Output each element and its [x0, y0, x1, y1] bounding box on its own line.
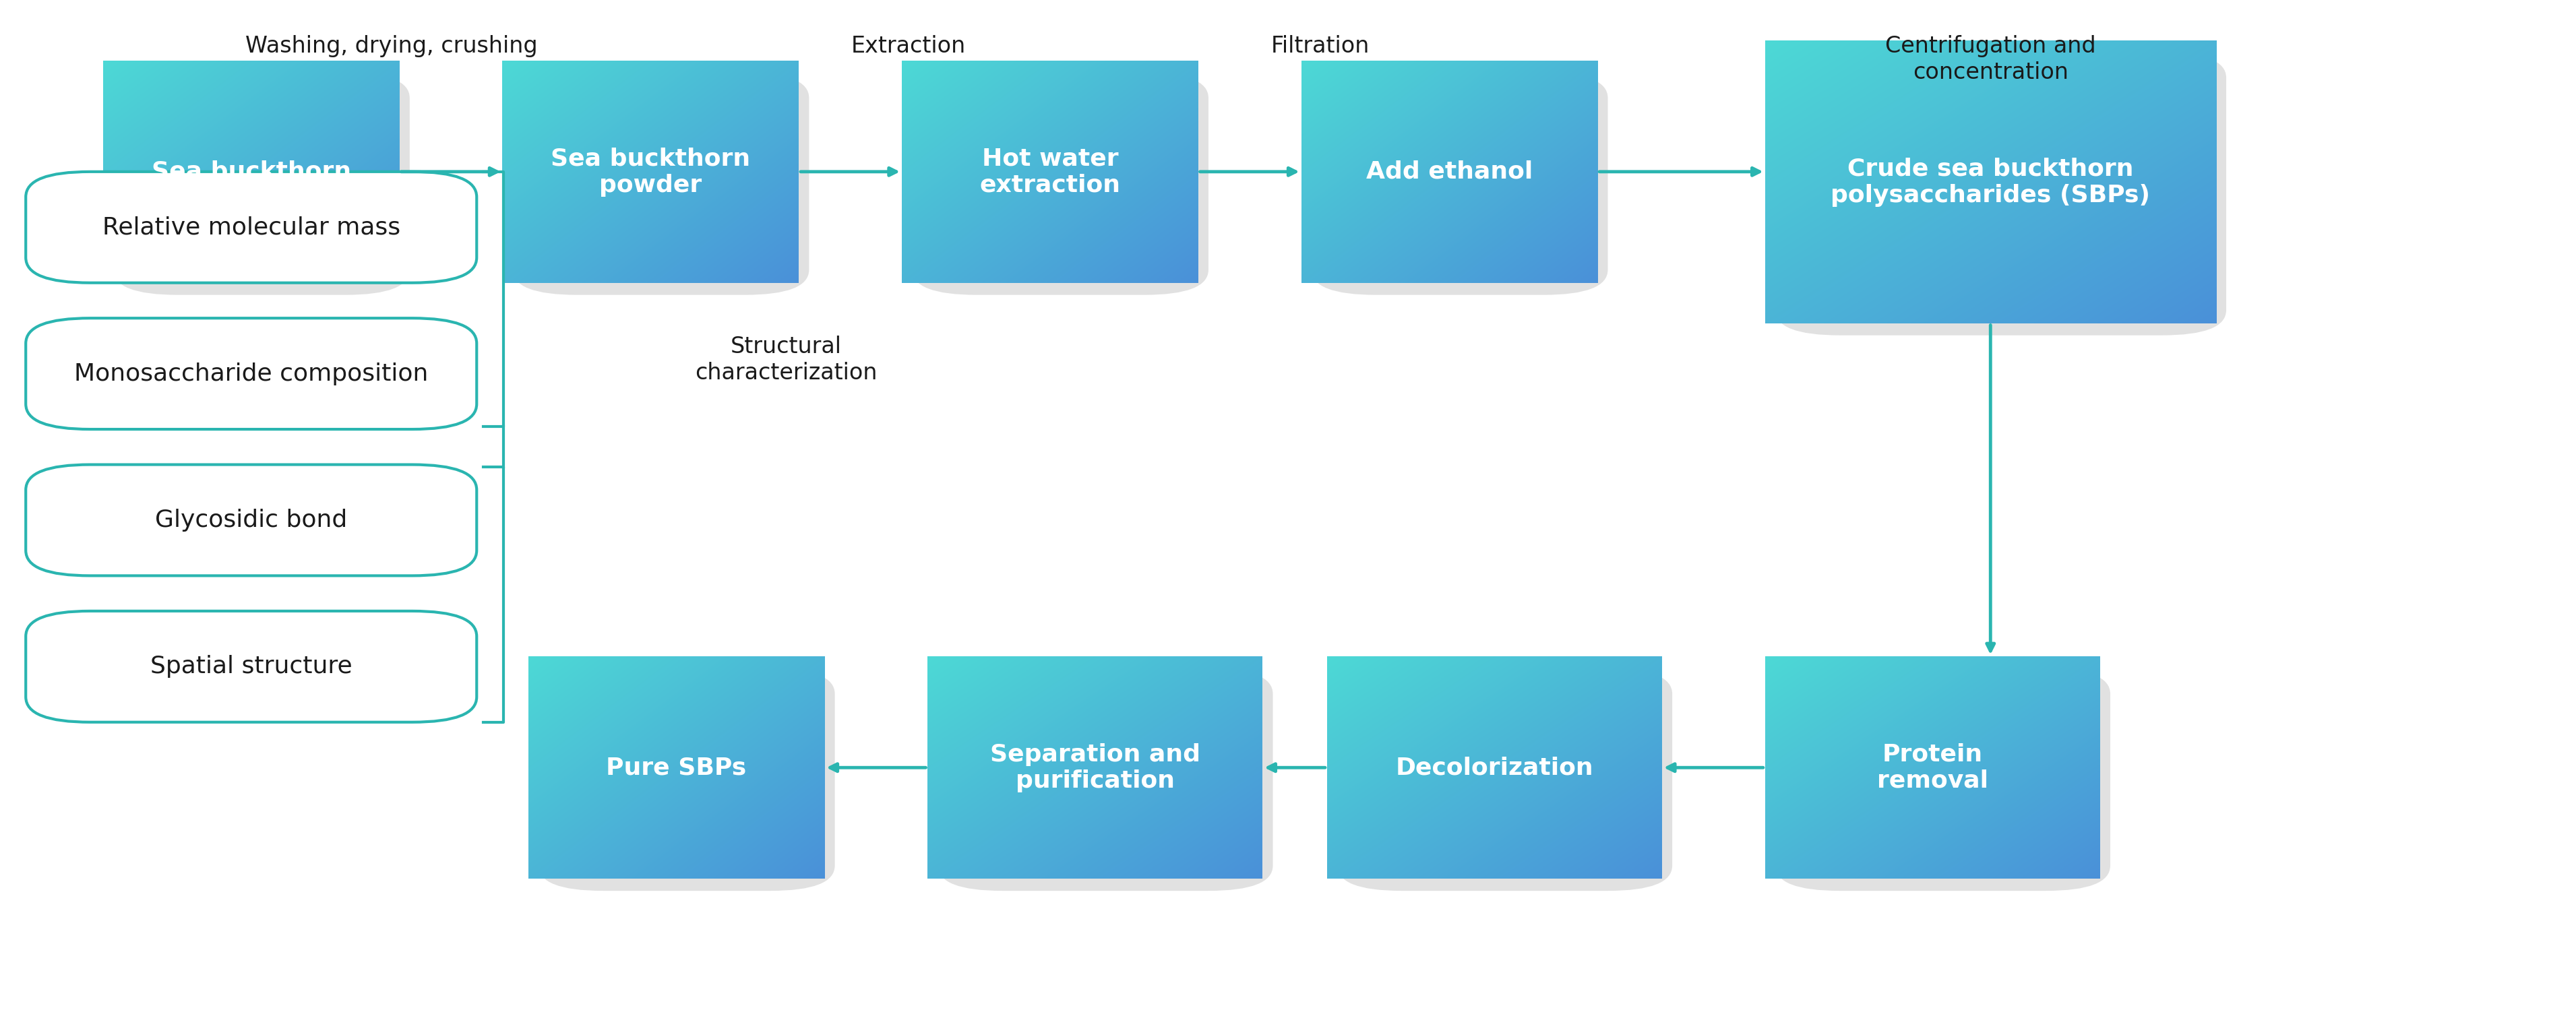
Text: Relative molecular mass: Relative molecular mass — [103, 216, 399, 238]
Text: Separation and
purification: Separation and purification — [989, 743, 1200, 792]
FancyBboxPatch shape — [1337, 669, 1672, 891]
Text: Monosaccharide composition: Monosaccharide composition — [75, 363, 428, 385]
Text: Pure SBPs: Pure SBPs — [605, 756, 747, 779]
Text: Centrifugation and
concentration: Centrifugation and concentration — [1886, 35, 2094, 83]
FancyBboxPatch shape — [1775, 669, 2110, 891]
Text: Structural
characterization: Structural characterization — [696, 336, 876, 384]
Text: Decolorization: Decolorization — [1396, 756, 1592, 779]
Text: Filtration: Filtration — [1270, 35, 1370, 58]
Text: Washing, drying, crushing: Washing, drying, crushing — [245, 35, 538, 58]
FancyBboxPatch shape — [513, 73, 809, 295]
Text: Crude sea buckthorn
polysaccharides (SBPs): Crude sea buckthorn polysaccharides (SBP… — [1832, 158, 2148, 206]
Text: Sea buckthorn: Sea buckthorn — [152, 161, 350, 183]
FancyBboxPatch shape — [1311, 73, 1607, 295]
FancyBboxPatch shape — [1775, 53, 2226, 335]
FancyBboxPatch shape — [912, 73, 1208, 295]
FancyBboxPatch shape — [26, 611, 477, 722]
FancyBboxPatch shape — [938, 669, 1273, 891]
Text: Hot water
extraction: Hot water extraction — [979, 147, 1121, 196]
Text: Spatial structure: Spatial structure — [149, 655, 353, 678]
FancyBboxPatch shape — [113, 73, 410, 295]
FancyBboxPatch shape — [26, 465, 477, 576]
FancyBboxPatch shape — [26, 318, 477, 429]
Text: Extraction: Extraction — [850, 35, 966, 58]
Text: Add ethanol: Add ethanol — [1365, 161, 1533, 183]
Text: Protein
removal: Protein removal — [1875, 743, 1989, 792]
FancyBboxPatch shape — [538, 669, 835, 891]
Text: Glycosidic bond: Glycosidic bond — [155, 509, 348, 531]
Text: Sea buckthorn
powder: Sea buckthorn powder — [551, 147, 750, 196]
FancyBboxPatch shape — [26, 172, 477, 283]
